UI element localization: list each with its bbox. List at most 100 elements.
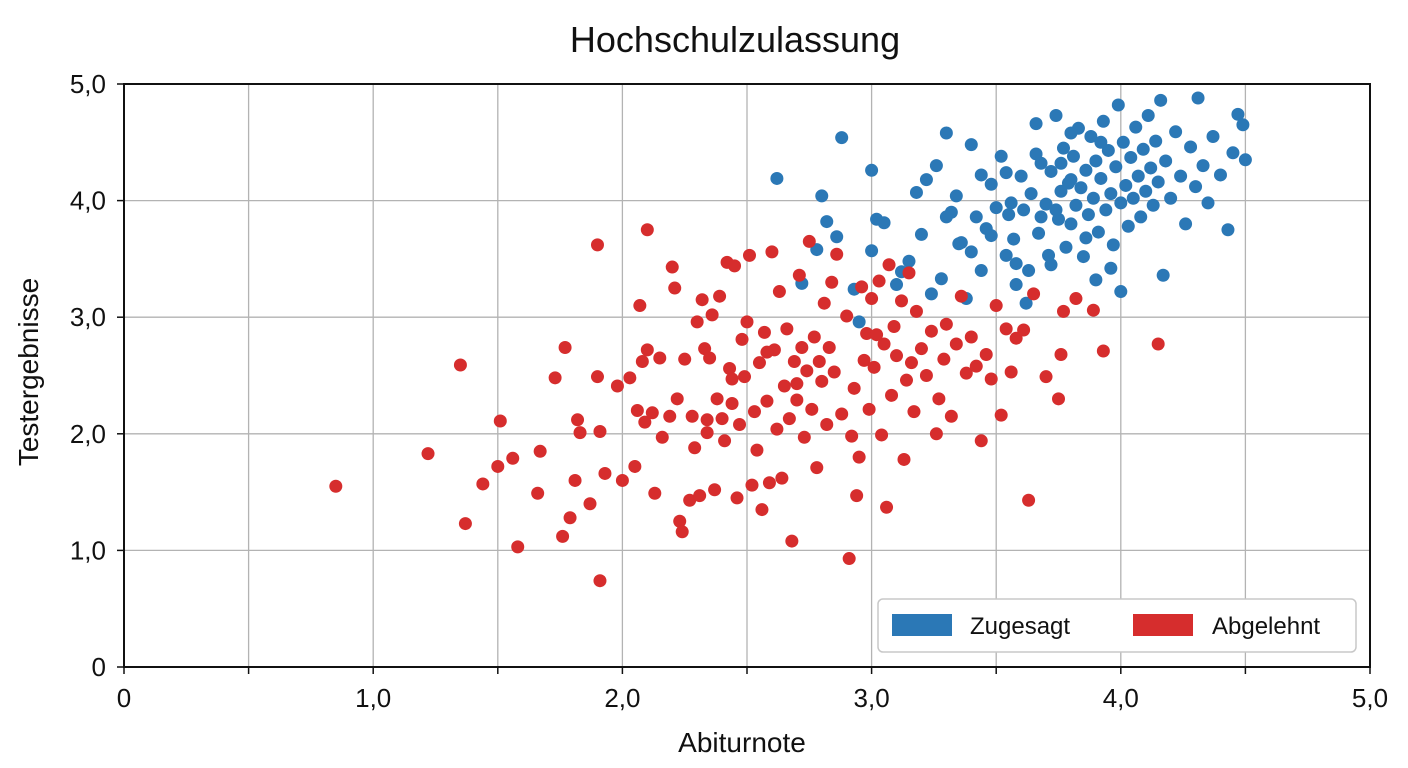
data-point xyxy=(790,377,804,391)
chart-title: Hochschulzulassung xyxy=(570,19,900,60)
data-point xyxy=(715,412,729,426)
data-point xyxy=(1231,107,1245,121)
data-point xyxy=(1201,196,1215,210)
data-point xyxy=(1064,173,1078,187)
data-point xyxy=(785,534,799,548)
data-point xyxy=(1159,154,1173,168)
data-point xyxy=(1096,344,1110,358)
data-point xyxy=(1139,184,1153,198)
data-point xyxy=(907,405,921,419)
y-tick-label: 0 xyxy=(92,652,106,682)
data-point xyxy=(830,247,844,261)
data-point xyxy=(934,272,948,286)
data-point xyxy=(1024,187,1038,201)
data-point xyxy=(790,393,804,407)
data-point xyxy=(1009,278,1023,292)
data-point xyxy=(1079,163,1093,177)
data-point xyxy=(899,373,913,387)
data-point xyxy=(655,430,669,444)
data-point xyxy=(860,327,874,341)
data-point xyxy=(904,356,918,370)
data-point xyxy=(1014,169,1028,183)
legend-label-zugesagt: Zugesagt xyxy=(970,613,1070,640)
data-point xyxy=(795,341,809,355)
data-point xyxy=(1007,232,1021,246)
data-point xyxy=(825,275,839,289)
legend-label-abgelehnt: Abgelehnt xyxy=(1212,613,1320,640)
data-point xyxy=(635,355,649,369)
data-point xyxy=(533,444,547,458)
data-point xyxy=(725,372,739,386)
data-point xyxy=(939,317,953,331)
data-point xyxy=(1094,135,1108,149)
data-point xyxy=(421,447,435,461)
data-point xyxy=(1039,370,1053,384)
data-point xyxy=(718,434,732,448)
data-point xyxy=(710,392,724,406)
data-point xyxy=(820,215,834,229)
data-point xyxy=(760,345,774,359)
data-point xyxy=(810,461,824,475)
data-point xyxy=(865,292,879,306)
y-axis-label: Testergebnisse xyxy=(13,278,44,466)
data-point xyxy=(954,289,968,303)
data-point xyxy=(999,166,1013,180)
data-point xyxy=(969,359,983,373)
data-point xyxy=(678,352,692,366)
data-point xyxy=(1136,142,1150,156)
data-point xyxy=(765,245,779,259)
data-point xyxy=(568,473,582,487)
data-point xyxy=(653,351,667,365)
data-point xyxy=(787,355,801,369)
data-point xyxy=(1104,261,1118,275)
data-point xyxy=(770,171,784,185)
data-point xyxy=(840,309,854,323)
data-point xyxy=(974,264,988,278)
data-point xyxy=(708,483,722,497)
data-point xyxy=(1099,203,1113,217)
data-point xyxy=(1089,273,1103,287)
data-point xyxy=(630,403,644,417)
data-point xyxy=(949,189,963,203)
data-point xyxy=(1236,118,1250,132)
data-point xyxy=(558,341,572,355)
data-point xyxy=(969,210,983,224)
data-point xyxy=(984,229,998,243)
data-point xyxy=(752,356,766,370)
data-point xyxy=(989,299,1003,313)
data-point xyxy=(1069,292,1083,306)
data-point xyxy=(887,320,901,334)
data-point xyxy=(458,517,472,531)
data-point xyxy=(777,379,791,393)
data-point xyxy=(1076,250,1090,264)
data-point xyxy=(640,223,654,237)
data-point xyxy=(1174,169,1188,183)
data-point xyxy=(937,352,951,366)
data-point xyxy=(897,452,911,466)
data-point xyxy=(770,422,784,436)
data-point xyxy=(1238,153,1252,167)
data-point xyxy=(1151,175,1165,189)
data-point xyxy=(1179,217,1193,231)
data-point xyxy=(745,478,759,492)
data-point xyxy=(999,322,1013,336)
data-point xyxy=(1126,191,1140,205)
data-point xyxy=(1054,156,1068,170)
data-point xyxy=(705,308,719,322)
data-point xyxy=(817,296,831,310)
data-point xyxy=(885,388,899,402)
data-point xyxy=(807,330,821,344)
data-point xyxy=(725,396,739,410)
data-point xyxy=(700,413,714,427)
data-point xyxy=(867,360,881,374)
data-point xyxy=(1039,197,1053,211)
data-point xyxy=(693,489,707,503)
data-point xyxy=(877,216,891,230)
data-point xyxy=(1151,337,1165,351)
data-point xyxy=(1189,180,1203,194)
data-point xyxy=(802,234,816,248)
data-point xyxy=(1129,120,1143,134)
data-point xyxy=(847,381,861,395)
data-point xyxy=(929,427,943,441)
